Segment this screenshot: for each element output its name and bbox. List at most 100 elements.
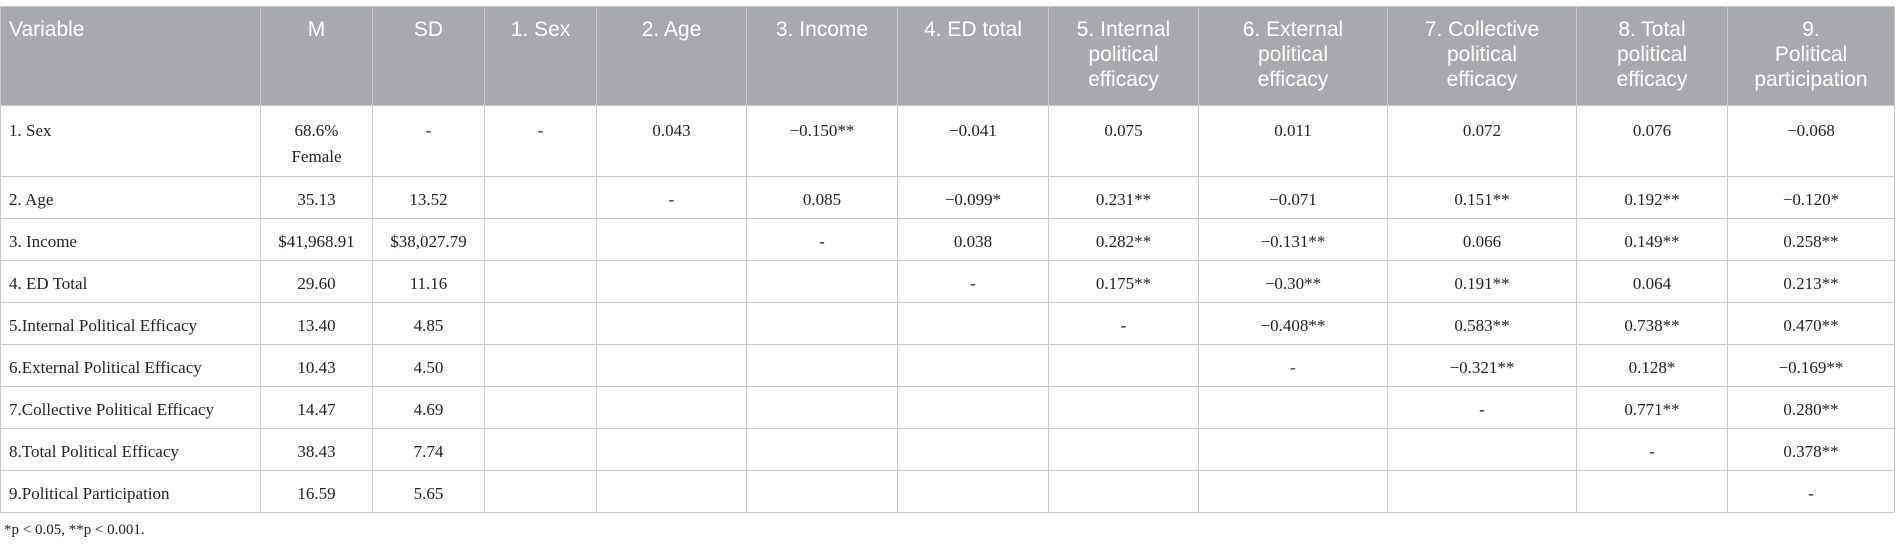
table-cell: -	[484, 105, 597, 177]
table-cell	[746, 344, 898, 387]
table-cell: −0.150**	[746, 105, 898, 177]
table-cell	[897, 386, 1049, 429]
table-cell: −0.169**	[1727, 344, 1895, 387]
column-header: SD	[372, 6, 485, 106]
table-cell: $41,968.91	[260, 218, 373, 261]
table-row: 9.Political Participation 16.59 5.65 -	[0, 470, 1895, 513]
table-cell	[596, 428, 747, 471]
column-header-line: 6. External	[1242, 18, 1344, 41]
table-cell: 11.16	[372, 260, 485, 303]
table-cell	[484, 428, 597, 471]
table-cell: 0.738**	[1576, 302, 1728, 345]
column-header-line: political	[1446, 43, 1518, 66]
table-cell: −0.099*	[897, 176, 1049, 219]
table-cell	[897, 302, 1049, 345]
table-cell: 10.43	[260, 344, 373, 387]
column-header: 7. Collective political efficacy	[1387, 6, 1577, 106]
table-row: 4. ED Total 29.60 11.16 -0.175** −0.30** 0.19…	[0, 260, 1895, 303]
table-cell: -	[746, 218, 898, 261]
table-cell: 0.470**	[1727, 302, 1895, 345]
row-label-cell: 1. Sex	[0, 105, 261, 177]
table-body: 1. Sex 68.6% Female - -0.043 −0.150** −0.041 0…	[0, 105, 1895, 513]
table-cell	[484, 176, 597, 219]
column-header: 3. Income	[746, 6, 898, 106]
table-row: 2. Age 35.13 13.52 -0.085 −0.099* 0.231** −0.0…	[0, 176, 1895, 219]
table-cell: 4.69	[372, 386, 485, 429]
table-row: 5.Internal Political Efficacy 13.40 4.85 - −…	[0, 302, 1895, 345]
table-cell: −0.131**	[1198, 218, 1388, 261]
column-header: M	[260, 6, 373, 106]
table-cell: 0.085	[746, 176, 898, 219]
table-cell: 0.378**	[1727, 428, 1895, 471]
table-cell: -	[1387, 386, 1577, 429]
table-cell: −0.30**	[1198, 260, 1388, 303]
table-cell: 0.231**	[1048, 176, 1199, 219]
column-header-line: 3. Income	[775, 18, 869, 41]
table-cell: 14.47	[260, 386, 373, 429]
table-cell: -	[596, 176, 747, 219]
column-header-line: efficacy	[1446, 68, 1518, 91]
column-header-line: 2. Age	[641, 18, 702, 41]
table-cell: 0.128*	[1576, 344, 1728, 387]
table-cell	[484, 260, 597, 303]
table-cell	[746, 260, 898, 303]
column-header: 5. Internal political efficacy	[1048, 6, 1199, 106]
table-cell: 13.52	[372, 176, 485, 219]
table-row: 8.Total Political Efficacy 38.43 7.74 -0.37…	[0, 428, 1895, 471]
table-cell	[596, 302, 747, 345]
table-cell	[596, 344, 747, 387]
table-cell: -	[897, 260, 1049, 303]
table-cell	[897, 344, 1049, 387]
table-footnote: *p < 0.05, **p < 0.001.	[4, 522, 145, 538]
table-cell: 0.038	[897, 218, 1049, 261]
column-header-line: efficacy	[1616, 68, 1688, 91]
table-cell: 0.282**	[1048, 218, 1199, 261]
row-label-cell: 7.Collective Political Efficacy	[0, 386, 261, 429]
row-label-cell: 8.Total Political Efficacy	[0, 428, 261, 471]
table-cell: −0.120*	[1727, 176, 1895, 219]
table-cell	[484, 302, 597, 345]
table-cell: 0.064	[1576, 260, 1728, 303]
column-header-line: 9.	[1802, 18, 1820, 41]
column-header-line: 7. Collective	[1424, 18, 1540, 41]
table-row: 7.Collective Political Efficacy 14.47 4.69…	[0, 386, 1895, 429]
table-cell: 38.43	[260, 428, 373, 471]
table-cell	[1387, 470, 1577, 513]
column-header: Variable	[0, 6, 261, 106]
table-cell	[484, 386, 597, 429]
column-header-line: Political	[1774, 43, 1848, 66]
column-header-line: political	[1257, 43, 1329, 66]
column-header-line: 4. ED total	[923, 18, 1023, 41]
column-header-line: 5. Internal	[1076, 18, 1171, 41]
table-cell	[746, 302, 898, 345]
table-cell: 68.6% Female	[260, 105, 373, 177]
table-cell: 0.583**	[1387, 302, 1577, 345]
table-cell	[596, 386, 747, 429]
table-cell	[1198, 386, 1388, 429]
column-header-line: 1. Sex	[510, 18, 571, 41]
table-cell: 0.075	[1048, 105, 1199, 177]
table-cell: 5.65	[372, 470, 485, 513]
column-header-line: political	[1616, 43, 1688, 66]
table-cell	[1048, 344, 1199, 387]
column-header-line: SD	[413, 18, 444, 41]
table-cell: 0.043	[596, 105, 747, 177]
column-header-line: M	[307, 18, 326, 41]
table-cell	[897, 428, 1049, 471]
row-label-cell: 3. Income	[0, 218, 261, 261]
table-cell: -	[1048, 302, 1199, 345]
table-cell	[484, 470, 597, 513]
table-cell: 0.771**	[1576, 386, 1728, 429]
table-row: 6.External Political Efficacy 10.43 4.50- −…	[0, 344, 1895, 387]
table-cell	[746, 386, 898, 429]
column-header: 6. External political efficacy	[1198, 6, 1388, 106]
table-cell: 29.60	[260, 260, 373, 303]
table-cell: 0.213**	[1727, 260, 1895, 303]
column-header-line: political	[1088, 43, 1159, 66]
column-header-line: Variable	[9, 18, 85, 41]
table-cell: 4.50	[372, 344, 485, 387]
table-cell: −0.071	[1198, 176, 1388, 219]
column-header-line: 8. Total	[1618, 18, 1686, 41]
table-cell: 0.151**	[1387, 176, 1577, 219]
table-cell: 0.076	[1576, 105, 1728, 177]
